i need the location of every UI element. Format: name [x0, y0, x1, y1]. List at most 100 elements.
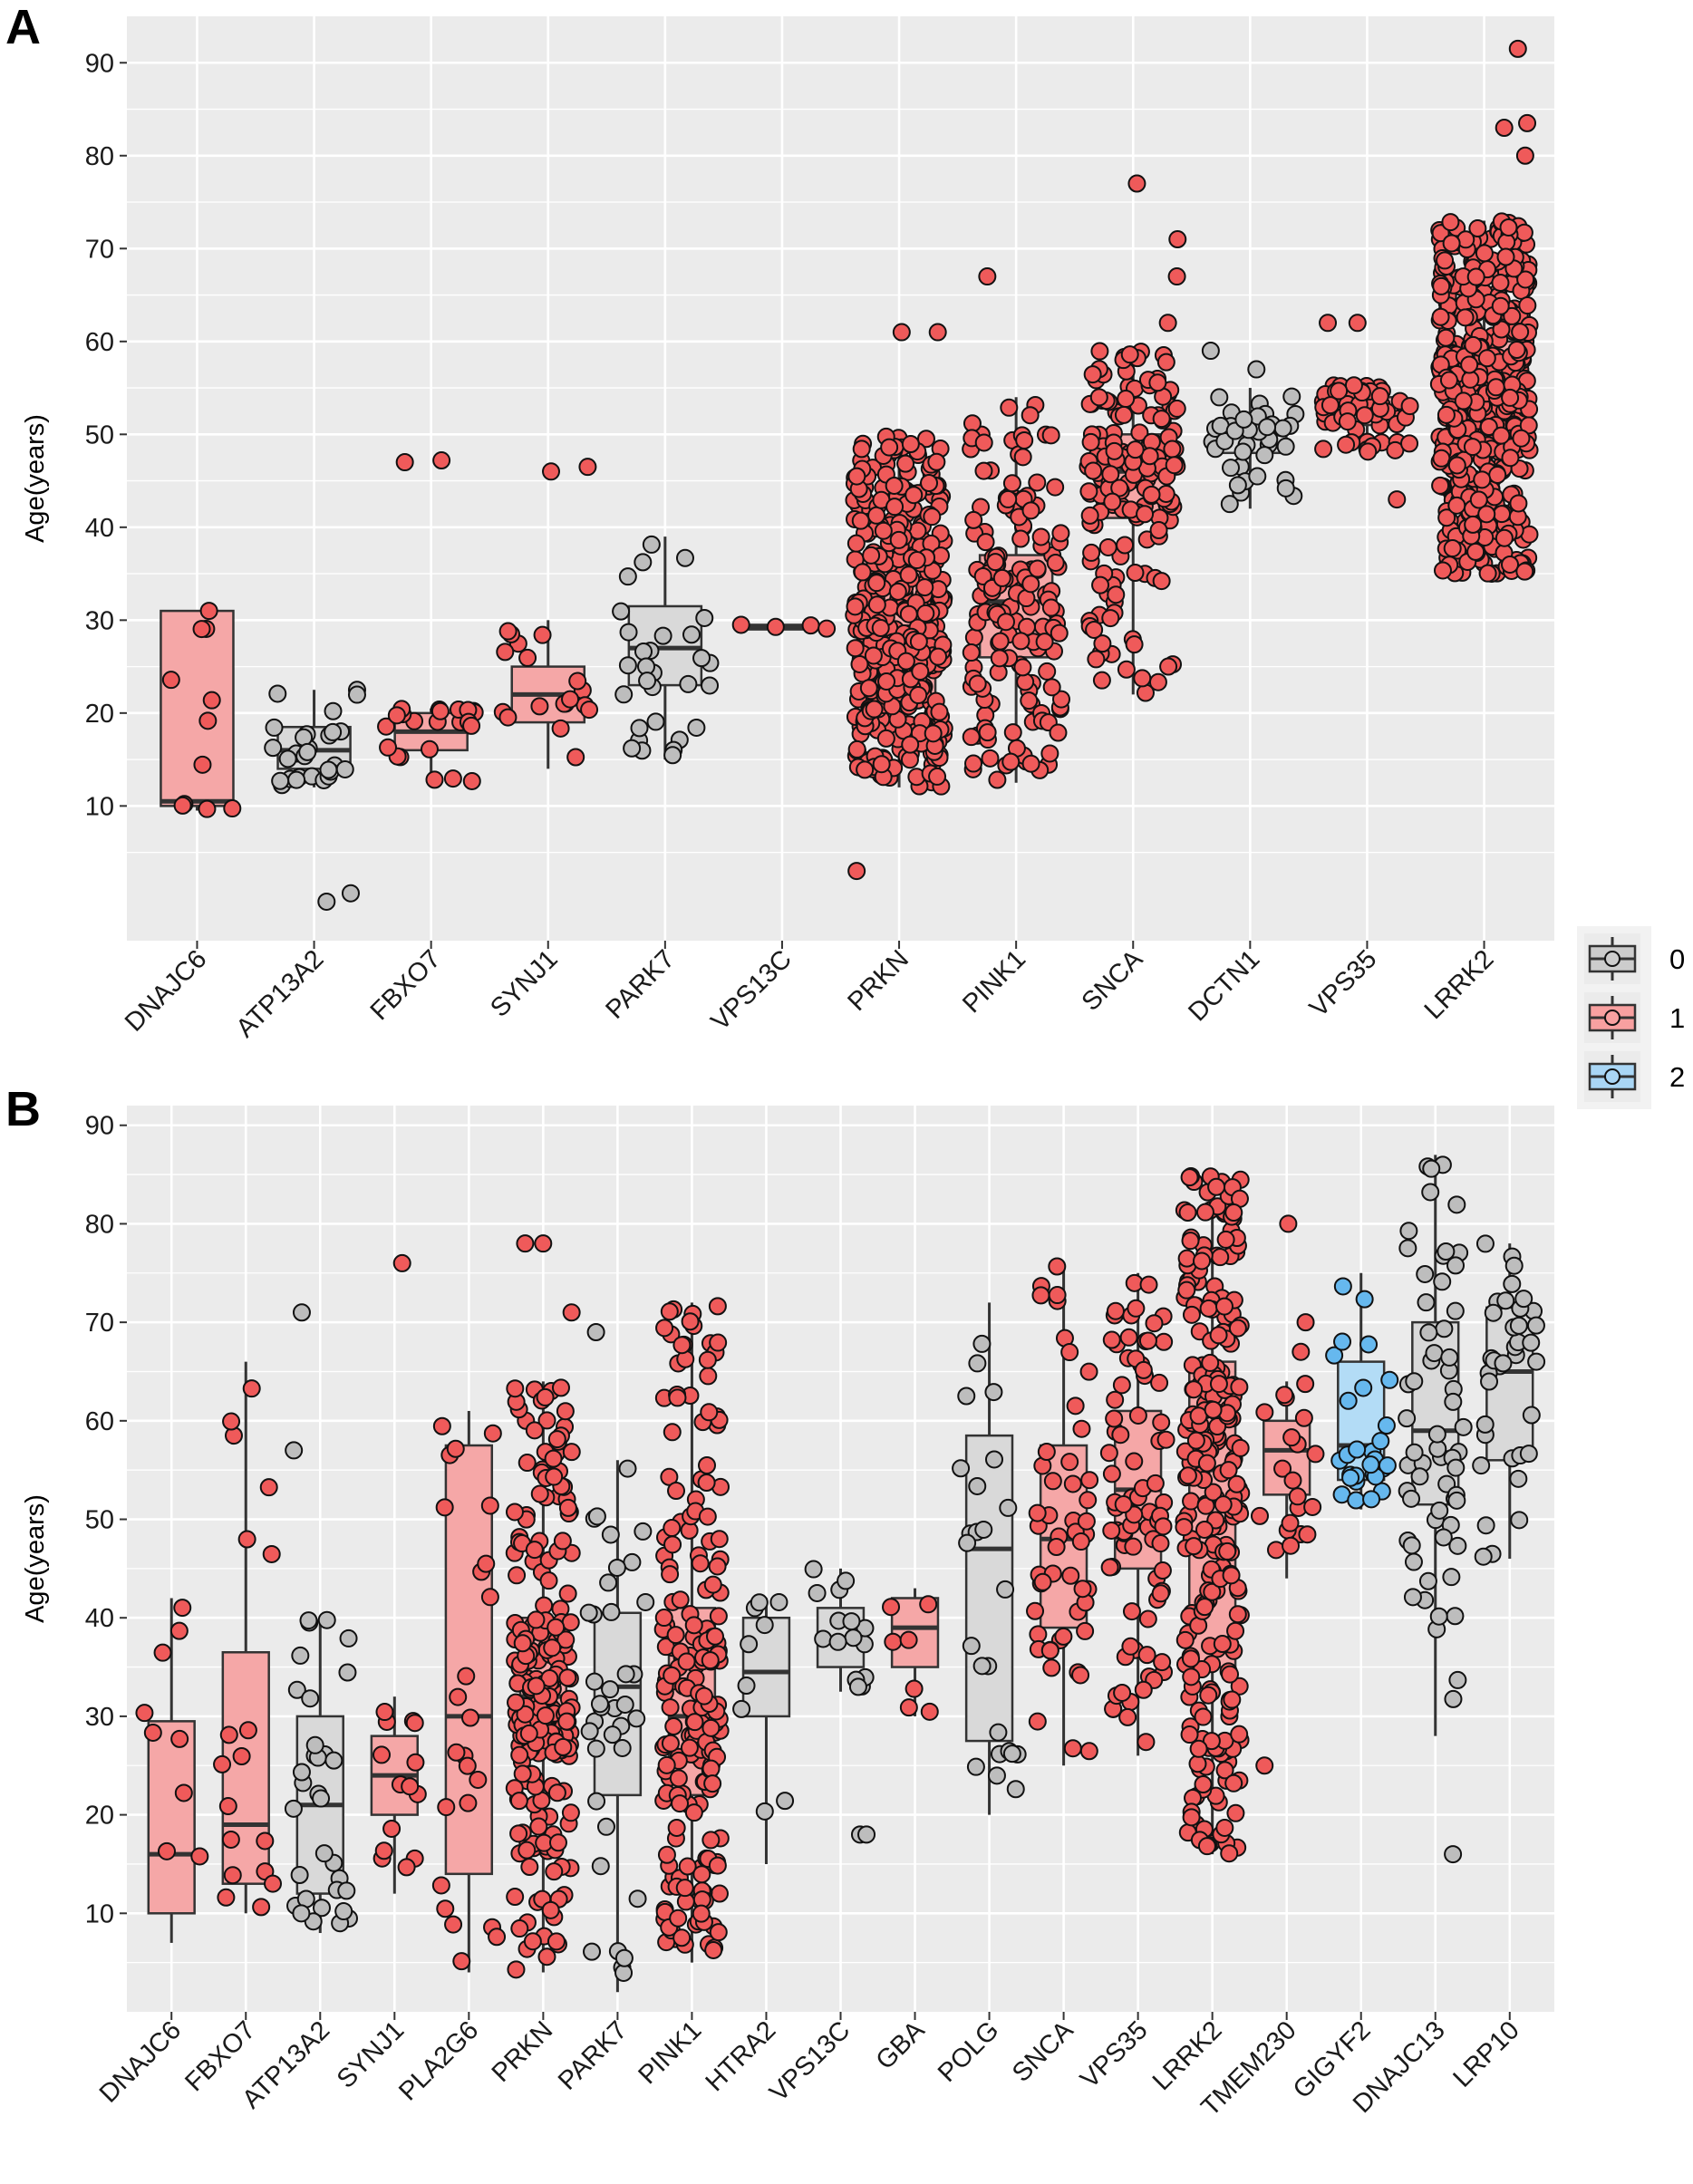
- data-point: [1446, 1256, 1466, 1275]
- data-point: [1474, 1547, 1493, 1566]
- data-point: [638, 672, 657, 691]
- data-point: [443, 769, 462, 788]
- data-point: [889, 530, 908, 549]
- x-tick-label: SNCA: [1007, 2015, 1079, 2088]
- data-point: [1508, 39, 1527, 58]
- data-point: [901, 735, 920, 754]
- data-point: [1038, 662, 1057, 681]
- data-point: [1026, 1601, 1045, 1620]
- data-point: [1125, 635, 1144, 654]
- data-point: [1466, 267, 1485, 286]
- data-point: [1046, 478, 1065, 497]
- data-point: [876, 729, 895, 748]
- data-point: [1077, 1512, 1096, 1531]
- data-point: [1079, 1742, 1098, 1761]
- group-VPS13C: [804, 1560, 876, 1844]
- data-point: [1066, 1396, 1085, 1416]
- data-point: [958, 1533, 977, 1552]
- data-point: [695, 608, 714, 627]
- data-point: [691, 1554, 710, 1573]
- legend-label: 2: [1669, 1061, 1685, 1093]
- data-point: [324, 1751, 343, 1770]
- data-point: [1429, 1607, 1448, 1626]
- data-point: [911, 662, 930, 681]
- data-point: [496, 643, 515, 662]
- data-point: [252, 1898, 271, 1917]
- data-point: [1021, 575, 1040, 594]
- data-point: [654, 1609, 673, 1628]
- data-point: [1422, 1159, 1441, 1178]
- data-point: [1107, 585, 1126, 604]
- y-tick-label: 50: [85, 1506, 114, 1535]
- data-point: [678, 1857, 697, 1876]
- data-point: [1400, 434, 1419, 453]
- data-point: [551, 1378, 570, 1397]
- data-point: [663, 1666, 682, 1685]
- data-point: [668, 1388, 687, 1407]
- data-point: [1020, 691, 1039, 710]
- data-point: [1201, 342, 1220, 361]
- group-VPS35: [1313, 314, 1419, 509]
- data-point: [1149, 521, 1168, 540]
- data-point: [680, 1738, 699, 1757]
- data-point: [657, 1845, 676, 1864]
- data-point: [681, 1312, 700, 1331]
- data-point: [161, 671, 180, 690]
- data-point: [1456, 308, 1475, 327]
- data-point: [692, 1865, 711, 1884]
- data-point: [627, 1709, 646, 1728]
- data-point: [587, 1507, 606, 1526]
- data-point: [1519, 1445, 1538, 1464]
- data-point: [1518, 113, 1537, 132]
- data-point: [527, 1610, 546, 1629]
- data-point: [1377, 1416, 1396, 1435]
- data-point: [1432, 449, 1451, 468]
- data-point: [432, 451, 451, 470]
- data-point: [1003, 723, 1022, 742]
- data-point: [392, 1253, 411, 1272]
- data-point: [900, 750, 919, 769]
- data-point: [618, 656, 637, 675]
- data-point: [1227, 1474, 1246, 1493]
- data-point: [556, 1402, 575, 1421]
- data-point: [1181, 1232, 1200, 1251]
- data-point: [1473, 470, 1492, 489]
- data-point: [1153, 1653, 1172, 1672]
- legend-label: 0: [1669, 943, 1685, 975]
- data-point: [1484, 1303, 1503, 1322]
- data-point: [1188, 1754, 1207, 1773]
- data-point: [1177, 1280, 1196, 1300]
- data-point: [1361, 1455, 1380, 1474]
- data-point: [1076, 1621, 1095, 1640]
- data-point: [1197, 1454, 1216, 1473]
- data-point: [480, 1588, 499, 1607]
- data-point: [1437, 328, 1456, 347]
- data-point: [1516, 270, 1535, 289]
- data-point: [262, 1544, 281, 1563]
- data-point: [459, 1793, 478, 1812]
- legend: 0 1 2: [1577, 926, 1685, 1109]
- data-point: [877, 672, 896, 691]
- data-point: [1021, 406, 1040, 425]
- data-point: [623, 739, 642, 758]
- data-point: [927, 452, 946, 471]
- data-point: [974, 461, 993, 480]
- data-point: [202, 691, 221, 710]
- data-point: [379, 738, 398, 757]
- group-PARK7: [612, 535, 720, 765]
- data-point: [1195, 1520, 1214, 1539]
- data-point: [1021, 754, 1040, 773]
- data-point: [579, 1603, 598, 1622]
- data-point: [312, 1789, 331, 1808]
- data-point: [1522, 1406, 1541, 1425]
- data-point: [1512, 429, 1531, 448]
- data-point: [1440, 1348, 1459, 1367]
- data-point: [523, 1932, 542, 1951]
- data-point: [347, 685, 366, 704]
- data-point: [545, 1862, 564, 1881]
- data-point: [1405, 1372, 1424, 1391]
- y-tick-label: 40: [85, 514, 114, 543]
- data-point: [701, 676, 720, 695]
- data-point: [634, 553, 653, 572]
- data-point: [1216, 1230, 1235, 1249]
